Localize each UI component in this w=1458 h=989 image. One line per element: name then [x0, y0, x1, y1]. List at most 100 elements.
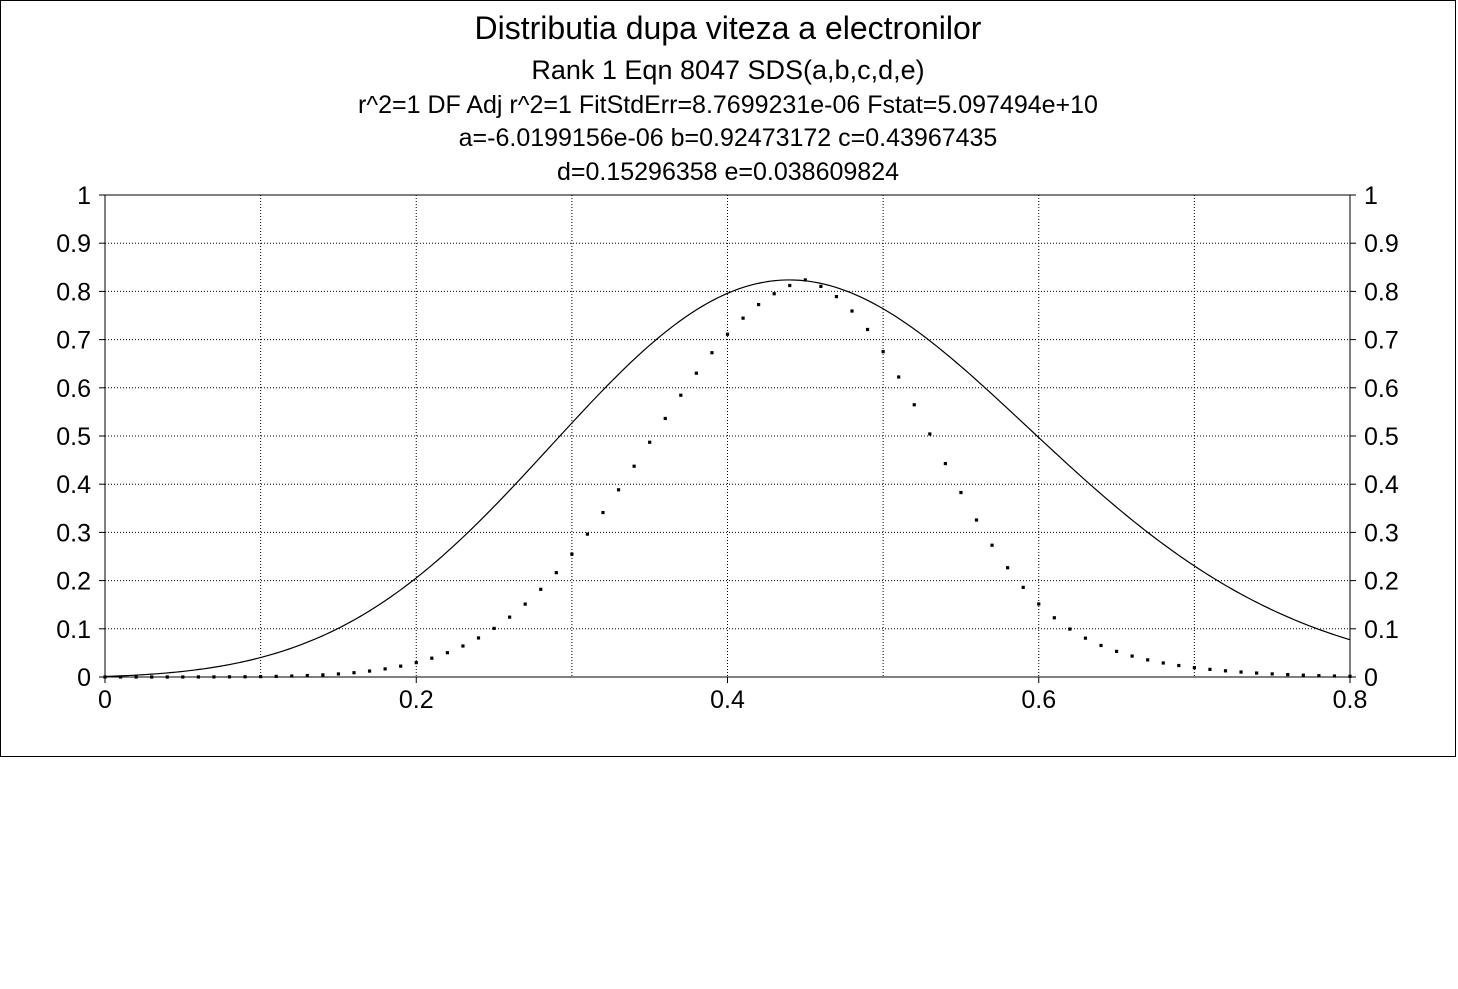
data-point [710, 351, 714, 355]
data-point [1052, 616, 1056, 620]
y-tick-label-right: 0.9 [1364, 230, 1399, 258]
data-point [1083, 636, 1088, 640]
data-point [414, 661, 418, 665]
fit-curve-line [104, 279, 1351, 678]
data-point [648, 440, 652, 444]
data-point [1286, 672, 1290, 677]
data-point [1006, 566, 1010, 570]
data-point [383, 667, 387, 671]
data-point [1301, 673, 1305, 677]
y-tick-label-left: 0.1 [56, 616, 91, 644]
data-point [523, 602, 527, 606]
y-tick-label-right: 0.8 [1364, 278, 1399, 306]
data-point [352, 671, 356, 675]
data-point [850, 309, 854, 313]
data-point [1021, 585, 1025, 589]
y-tick-label-left: 1 [77, 182, 91, 210]
data-point [508, 615, 512, 619]
data-point [150, 675, 154, 679]
x-tick-label: 0 [98, 686, 112, 714]
data-point [181, 675, 185, 679]
data-point [694, 371, 698, 375]
data-point [1332, 674, 1337, 678]
data-point [1099, 643, 1103, 648]
y-tick-label-left: 0.9 [56, 230, 91, 258]
data-point [819, 284, 823, 288]
y-tick-label-right: 0.1 [1364, 616, 1399, 644]
data-point [1348, 674, 1352, 678]
chart-subtitle-params-de: d=0.15296358 e=0.038609824 [556, 158, 900, 186]
data-point [616, 488, 621, 492]
data-point [227, 675, 232, 679]
data-point [679, 393, 683, 397]
data-point [974, 518, 979, 522]
data-point [476, 636, 481, 640]
x-tick-label: 0.8 [1333, 686, 1368, 714]
y-tick-label-right: 1 [1364, 182, 1378, 210]
data-point [165, 675, 169, 679]
data-point [1037, 602, 1041, 606]
data-point [1270, 672, 1274, 676]
data-point [632, 464, 636, 468]
data-point [134, 675, 138, 679]
data-point [570, 552, 574, 556]
y-tick-label-left: 0 [77, 664, 91, 692]
y-tick-label-right: 0.2 [1364, 568, 1399, 596]
data-point [118, 675, 123, 679]
data-point [399, 664, 403, 668]
data-point [492, 626, 496, 630]
chart-title: Distributia dupa viteza a electronilor [474, 10, 982, 46]
data-point [834, 295, 839, 299]
data-point [959, 490, 963, 495]
data-point [367, 669, 372, 673]
grid [104, 194, 1351, 678]
data-point [601, 510, 605, 515]
data-point [290, 674, 294, 678]
data-point [881, 350, 885, 354]
data-point [1068, 627, 1072, 631]
data-point [772, 292, 776, 296]
data-point [305, 673, 309, 678]
y-tick-label-right: 0.6 [1364, 375, 1399, 403]
data-point [912, 403, 916, 407]
y-tick-label-right: 0.3 [1364, 519, 1399, 547]
data-point [865, 327, 870, 332]
data-point [430, 656, 434, 660]
data-point [897, 375, 901, 379]
data-point [196, 675, 200, 679]
y-tick-label-left: 0.4 [56, 471, 91, 499]
data-point [539, 587, 543, 591]
x-tick-label: 0.2 [399, 686, 434, 714]
data-point [1255, 671, 1259, 675]
data-point [1223, 669, 1228, 673]
data-point [803, 278, 807, 282]
data-point [1177, 663, 1181, 668]
data-point [103, 675, 107, 679]
data-points [103, 278, 1352, 679]
x-tick-label: 0.6 [1021, 686, 1056, 714]
y-tick-label-right: 0.5 [1364, 423, 1399, 451]
data-point [943, 461, 947, 466]
x-tick-label: 0.4 [710, 686, 745, 714]
y-tick-label-left: 0.6 [56, 375, 91, 403]
data-point [1130, 654, 1134, 658]
data-point [1161, 661, 1165, 665]
data-point [928, 432, 932, 436]
data-point [461, 644, 465, 648]
data-point [1208, 667, 1212, 671]
y-tick-label-left: 0.5 [56, 423, 91, 451]
data-point [554, 571, 558, 575]
data-point [741, 316, 745, 320]
data-point [243, 675, 247, 679]
data-point [445, 651, 449, 655]
data-point [1239, 670, 1243, 674]
data-point [663, 416, 667, 421]
data-point [1317, 674, 1321, 678]
chart-subtitle-fit-stats: r^2=1 DF Adj r^2=1 FitStdErr=8.7699231e-… [358, 91, 1098, 119]
y-tick-label-left: 0.2 [56, 568, 91, 596]
data-point [336, 672, 341, 676]
data-point [274, 674, 278, 678]
chart-subtitle-params-abc: a=-6.0199156e-06 b=0.92473172 c=0.439674… [458, 124, 998, 152]
plot-area: 0 00.1 0.10.2 0.20.3 0.30.4 0.40.5 0.50.6 0.60.… [56, 182, 1399, 714]
axis-ticks: 0 00.1 0.10.2 0.20.3 0.30.4 0.40.5 0.50.6 0.60.… [56, 182, 1399, 714]
